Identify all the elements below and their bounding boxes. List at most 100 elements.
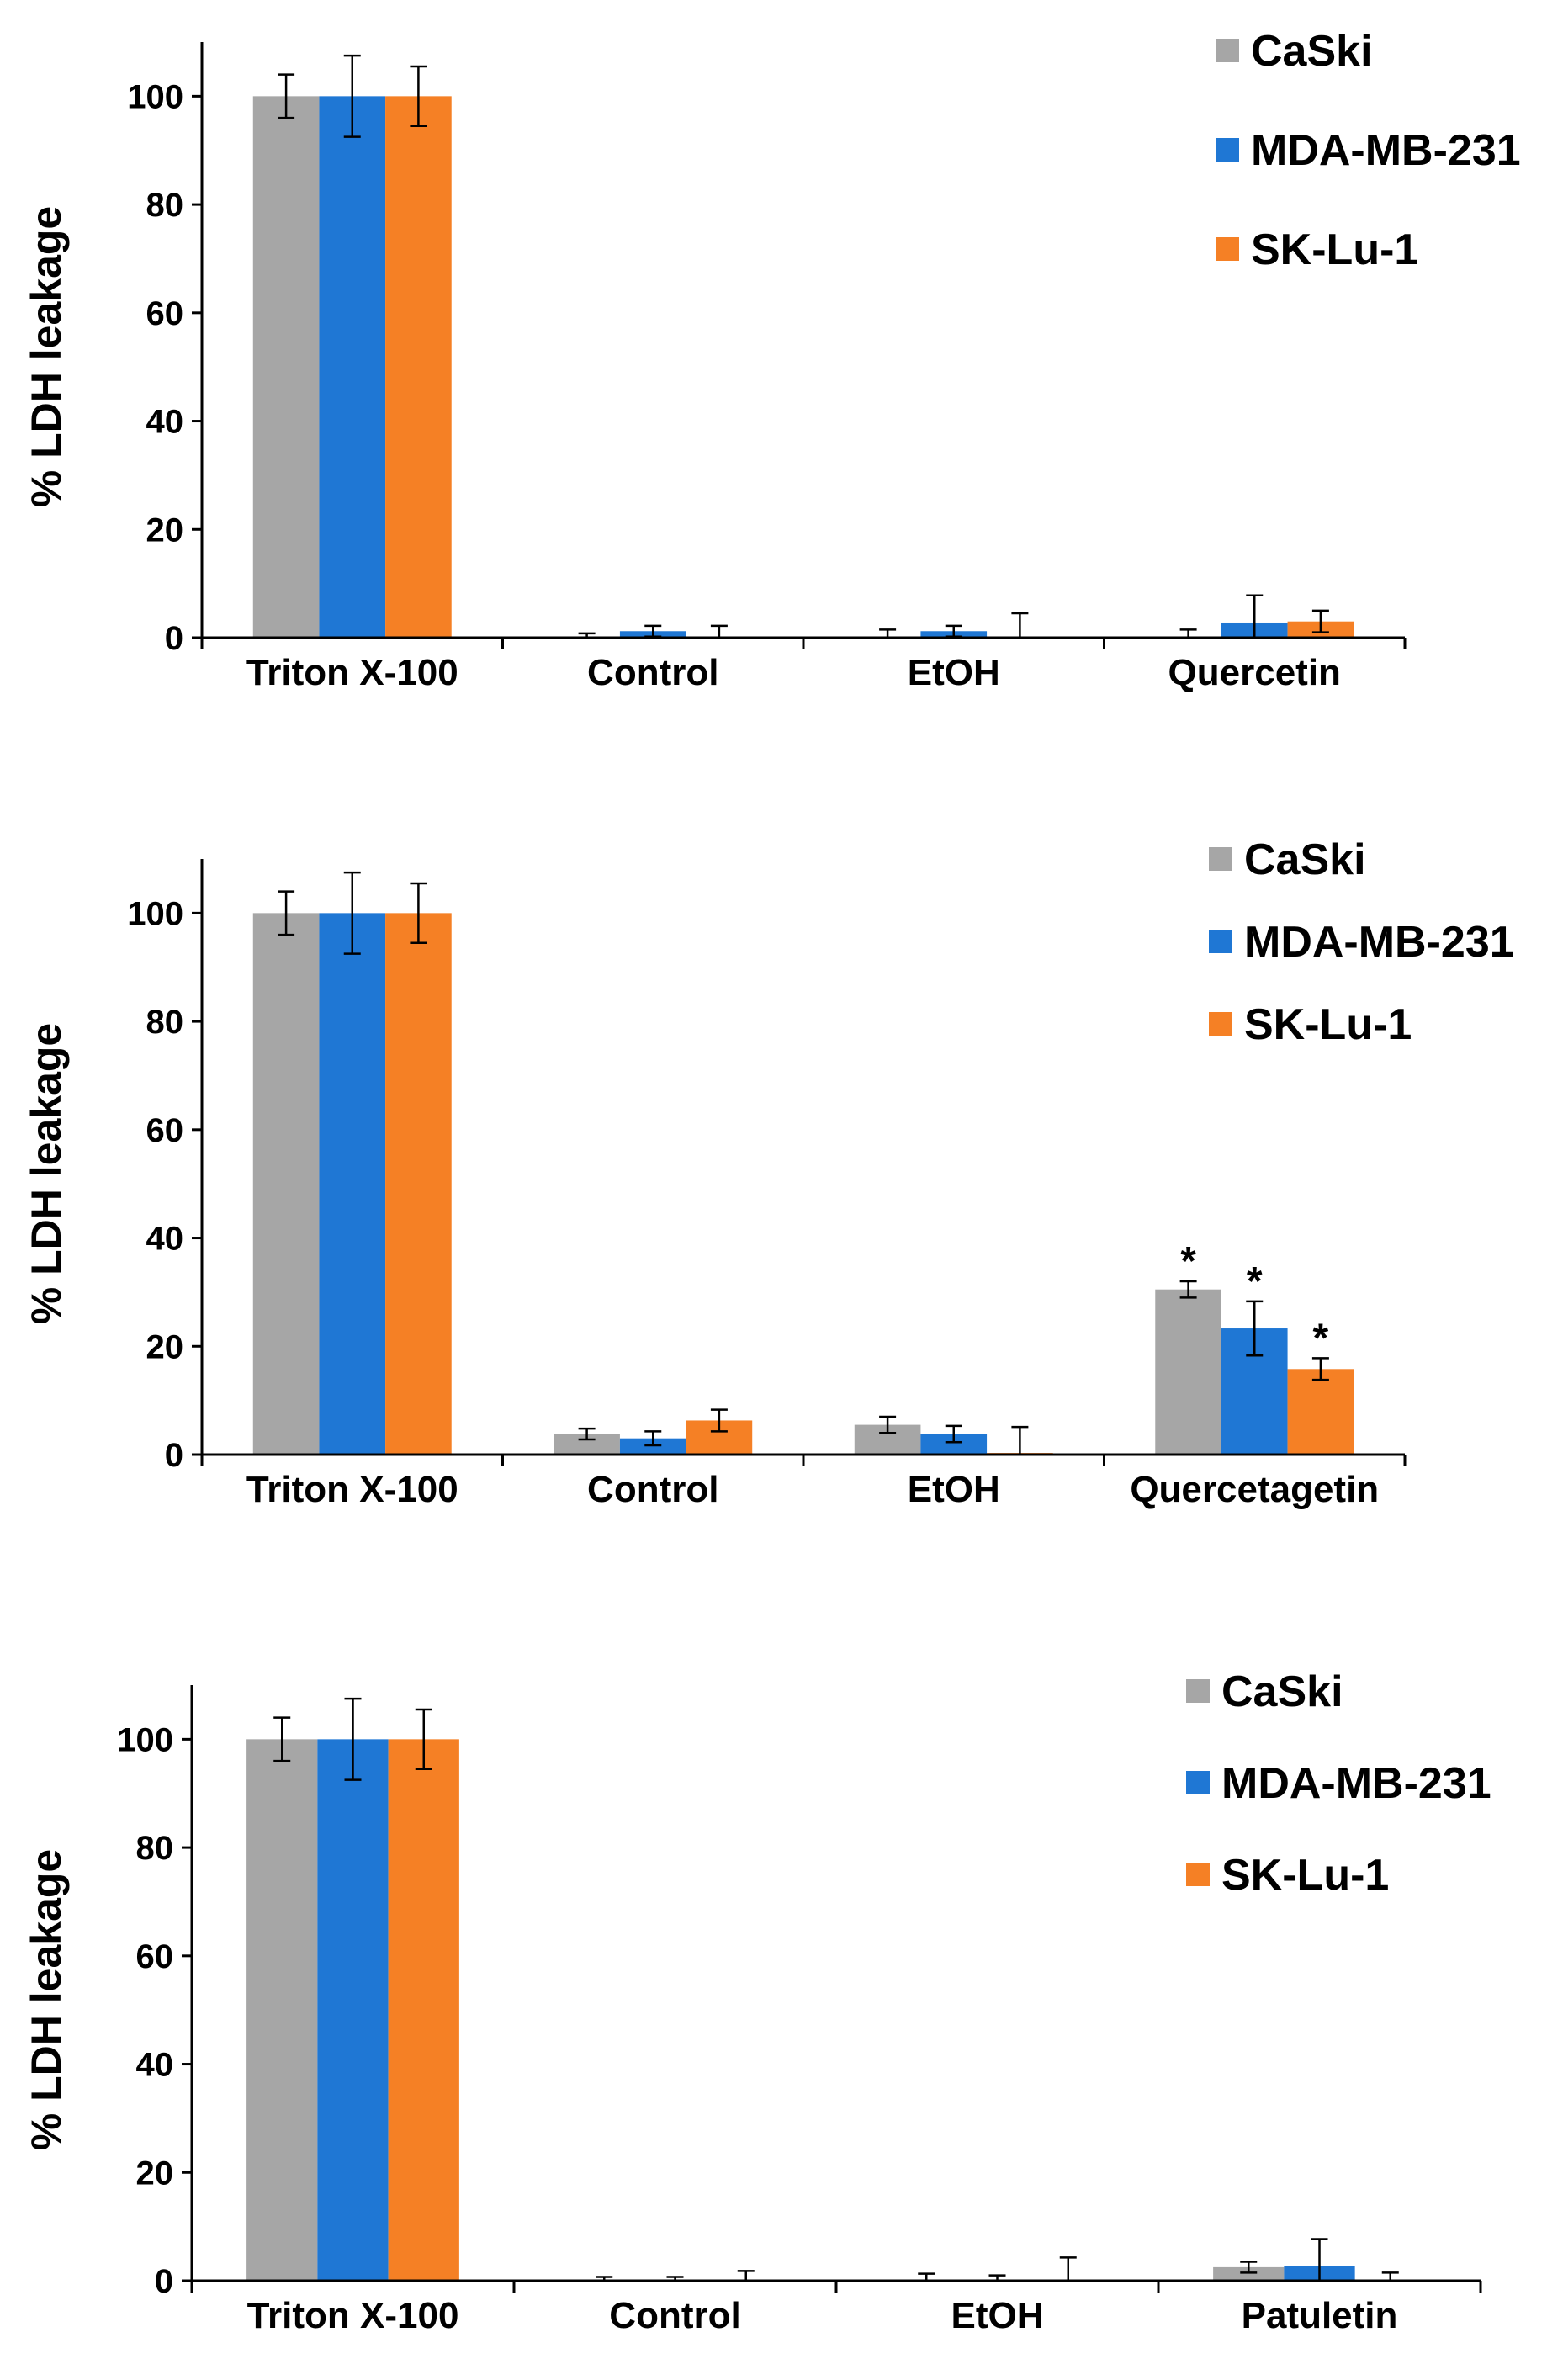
x-tick-label-triton-x-100: Triton X-100: [246, 1469, 458, 1510]
error-bar-caski-quercetagetin: [1179, 1280, 1197, 1299]
legend-swatch-sk-lu-1: [1209, 1012, 1232, 1036]
y-tick-label-60: 60: [146, 1112, 184, 1149]
error-bar-mda-mb-231-triton-x-100: [344, 1697, 362, 1781]
error-bar-caski-triton-x-100: [273, 1716, 291, 1762]
error-bar-caski-etoh: [879, 1415, 897, 1434]
error-bar-sk-lu-1-control: [737, 2270, 755, 2281]
legend-label-sk-lu-1: SK-Lu-1: [1244, 1000, 1412, 1049]
error-bar-mda-mb-231-etoh: [945, 1424, 962, 1444]
legend-swatch-caski: [1216, 39, 1239, 62]
error-bar-caski-triton-x-100: [278, 73, 295, 119]
y-tick-label-80: 80: [136, 1830, 174, 1867]
y-axis-title: % LDH leakage: [23, 1023, 70, 1324]
error-bar-sk-lu-1-triton-x-100: [415, 1708, 432, 1771]
x-tick-label-triton-x-100: Triton X-100: [246, 652, 458, 693]
bar-sk-lu-1-quercetagetin: [1287, 1369, 1354, 1455]
error-bar-sk-lu-1-etoh: [1059, 2256, 1077, 2281]
y-tick-label-80: 80: [146, 1004, 184, 1041]
y-axis-title: % LDH leakage: [23, 1849, 70, 2150]
legend-label-caski: CaSki: [1221, 1667, 1343, 1716]
legend-swatch-sk-lu-1: [1186, 1863, 1210, 1886]
error-bar-mda-mb-231-quercetagetin: [1246, 1300, 1264, 1357]
chart-panel-quercetagetin: % LDH leakage * * * 0 20 40 60 80 100 Triton X-100…: [0, 793, 1563, 1587]
bar-mda-mb-231-triton-x-100: [319, 913, 386, 1455]
error-bar-sk-lu-1-quercetagetin: [1311, 1357, 1329, 1381]
error-bar-caski-control: [578, 1427, 596, 1441]
y-tick-label-40: 40: [146, 404, 184, 441]
y-tick-label-100: 100: [127, 895, 183, 932]
error-bar-sk-lu-1-control: [710, 1408, 728, 1433]
bar-caski-quercetagetin: [1155, 1289, 1221, 1455]
y-tick-label-80: 80: [146, 187, 184, 224]
error-bar-caski-quercetin: [1179, 628, 1197, 638]
bar-chart-quercetin: % LDH leakage 0 20 40 60 80 100 Triton X-100 Con…: [23, 27, 1521, 693]
chart-panel-quercetin: % LDH leakage 0 20 40 60 80 100 Triton X-100 Con…: [0, 0, 1563, 793]
y-tick-label-100: 100: [127, 78, 183, 115]
significance-marker-mda-mb-231: *: [1247, 1259, 1263, 1304]
significance-marker-caski: *: [1180, 1239, 1196, 1284]
chart-panel-patuletin: % LDH leakage 0 20 40 60 80 100 Triton X-100 Con…: [0, 1587, 1563, 2380]
y-tick-label-20: 20: [146, 512, 184, 549]
error-bar-sk-lu-1-control: [710, 624, 728, 638]
bar-mda-mb-231-triton-x-100: [317, 1739, 389, 2281]
error-bar-mda-mb-231-patuletin: [1311, 2238, 1328, 2281]
x-tick-label-triton-x-100: Triton X-100: [247, 2295, 459, 2336]
legend-label-mda-mb-231: MDA-MB-231: [1221, 1759, 1491, 1808]
x-tick-label-etoh: EtOH: [908, 1469, 1000, 1510]
bar-sk-lu-1-triton-x-100: [385, 913, 452, 1455]
y-axis-title: % LDH leakage: [23, 206, 70, 507]
significance-marker-sk-lu-1: *: [1313, 1316, 1329, 1360]
bar-mda-mb-231-triton-x-100: [319, 96, 386, 638]
y-tick-label-40: 40: [136, 2047, 174, 2084]
legend-label-mda-mb-231: MDA-MB-231: [1251, 126, 1521, 175]
y-tick-label-0: 0: [155, 2263, 173, 2300]
legend-label-caski: CaSki: [1244, 835, 1366, 884]
error-bar-sk-lu-1-patuletin: [1381, 2271, 1399, 2281]
y-tick-label-0: 0: [165, 1437, 183, 1474]
legend-swatch-caski: [1209, 847, 1232, 871]
y-tick-label-20: 20: [136, 2155, 174, 2192]
error-bar-sk-lu-1-etoh: [1011, 612, 1029, 638]
error-bar-mda-mb-231-quercetin: [1246, 594, 1264, 638]
y-tick-label-40: 40: [146, 1221, 184, 1258]
error-bar-sk-lu-1-triton-x-100: [410, 882, 427, 945]
legend-swatch-mda-mb-231: [1186, 1771, 1210, 1794]
y-tick-label-0: 0: [165, 620, 183, 657]
legend-swatch-sk-lu-1: [1216, 237, 1239, 261]
x-tick-label-control: Control: [609, 2295, 740, 2336]
bar-sk-lu-1-triton-x-100: [385, 96, 452, 638]
y-tick-label-100: 100: [117, 1721, 173, 1758]
x-tick-label-etoh: EtOH: [951, 2295, 1044, 2336]
error-bar-mda-mb-231-control: [644, 1430, 662, 1447]
legend-label-caski: CaSki: [1251, 27, 1373, 76]
error-bar-caski-etoh: [879, 628, 897, 638]
x-tick-label-control: Control: [587, 652, 718, 693]
error-bar-caski-triton-x-100: [278, 890, 295, 936]
y-tick-label-60: 60: [146, 295, 184, 332]
error-bar-sk-lu-1-triton-x-100: [410, 65, 427, 128]
bar-caski-patuletin: [1213, 2266, 1285, 2281]
x-tick-label-patuletin: Patuletin: [1242, 2295, 1398, 2336]
bar-caski-triton-x-100: [246, 1739, 318, 2281]
legend-swatch-mda-mb-231: [1209, 930, 1232, 953]
bar-chart-patuletin: % LDH leakage 0 20 40 60 80 100 Triton X-100 Con…: [23, 1667, 1491, 2336]
bar-sk-lu-1-triton-x-100: [388, 1739, 459, 2281]
bar-caski-triton-x-100: [252, 96, 320, 638]
error-bar-sk-lu-1-etoh: [1011, 1425, 1029, 1455]
legend-label-sk-lu-1: SK-Lu-1: [1221, 1851, 1389, 1900]
legend-label-sk-lu-1: SK-Lu-1: [1251, 225, 1418, 274]
error-bar-mda-mb-231-triton-x-100: [343, 54, 361, 138]
bar-mda-mb-231-control: [619, 1438, 686, 1455]
error-bar-caski-patuletin: [1240, 2261, 1258, 2274]
y-tick-label-20: 20: [146, 1328, 184, 1365]
x-tick-label-quercetagetin: Quercetagetin: [1130, 1469, 1379, 1510]
x-tick-label-etoh: EtOH: [908, 652, 1000, 693]
y-tick-label-60: 60: [136, 1938, 174, 1975]
legend-swatch-caski: [1186, 1679, 1210, 1703]
legend-label-mda-mb-231: MDA-MB-231: [1244, 918, 1514, 967]
error-bar-mda-mb-231-triton-x-100: [343, 871, 361, 955]
bar-chart-quercetagetin: % LDH leakage * * * 0 20 40 60 80 100 Triton X-100…: [23, 835, 1514, 1510]
x-tick-label-control: Control: [587, 1469, 718, 1510]
legend-swatch-mda-mb-231: [1216, 138, 1239, 162]
error-bar-sk-lu-1-quercetin: [1311, 609, 1329, 633]
